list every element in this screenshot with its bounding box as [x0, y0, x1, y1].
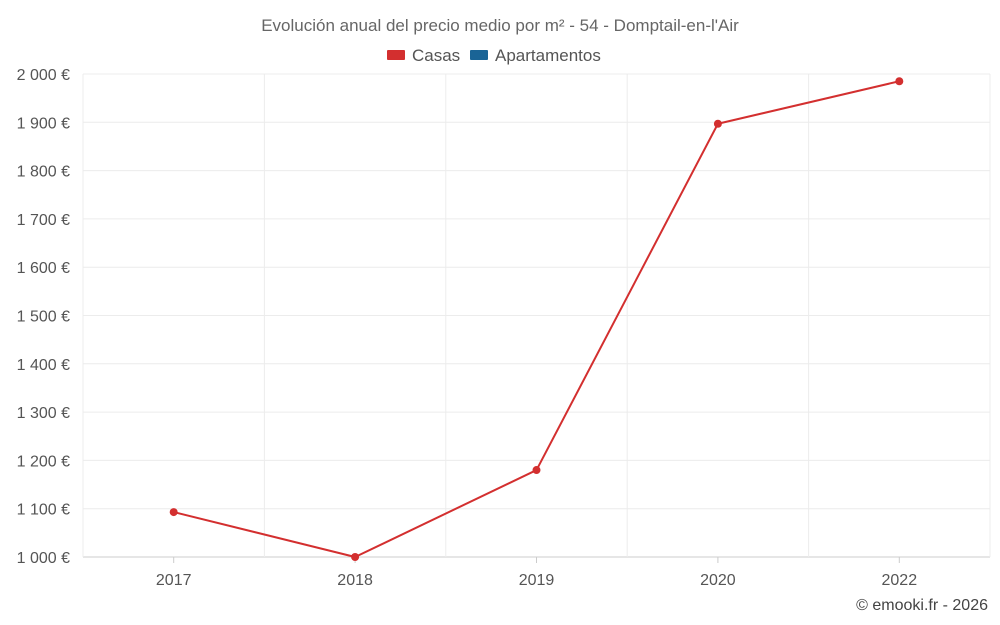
data-point[interactable] [895, 77, 904, 86]
axes: 1 000 € 1 100 € 1 200 € 1 300 € 1 400 € 1 500… [17, 67, 918, 589]
y-tick-label: 1 200 € [17, 453, 70, 470]
grid [82, 73, 991, 558]
legend: Casas Apartamentos [387, 46, 601, 65]
series-line-casas [173, 80, 900, 558]
legend-label: Apartamentos [495, 46, 601, 65]
legend-item-apartamentos[interactable]: Apartamentos [470, 46, 601, 65]
x-tick-label: 2018 [337, 572, 373, 589]
legend-label: Casas [412, 46, 460, 65]
x-tick-label: 2019 [519, 572, 555, 589]
chart-title: Evolución anual del precio medio por m² … [261, 16, 739, 35]
legend-swatch [387, 50, 405, 60]
credit-text: © emooki.fr - 2026 [856, 597, 988, 614]
legend-item-casas[interactable]: Casas [387, 46, 460, 65]
data-point[interactable] [532, 466, 541, 475]
x-tick-label: 2017 [156, 572, 192, 589]
y-tick-label: 1 700 € [17, 212, 70, 229]
y-tick-label: 1 900 € [17, 115, 70, 132]
y-tick-label: 1 300 € [17, 405, 70, 422]
y-tick-label: 1 100 € [17, 502, 70, 519]
x-tick-label: 2022 [882, 572, 918, 589]
y-tick-label: 1 800 € [17, 164, 70, 181]
x-tick-label: 2020 [700, 572, 736, 589]
y-tick-label: 1 600 € [17, 260, 70, 277]
y-tick-label: 2 000 € [17, 67, 70, 84]
y-tick-label: 1 000 € [17, 550, 70, 567]
data-point[interactable] [713, 119, 722, 128]
data-point[interactable] [351, 553, 360, 561]
y-tick-label: 1 500 € [17, 309, 70, 326]
legend-swatch [470, 50, 488, 60]
data-point[interactable] [169, 508, 178, 517]
y-tick-label: 1 400 € [17, 357, 70, 374]
series [169, 77, 904, 561]
